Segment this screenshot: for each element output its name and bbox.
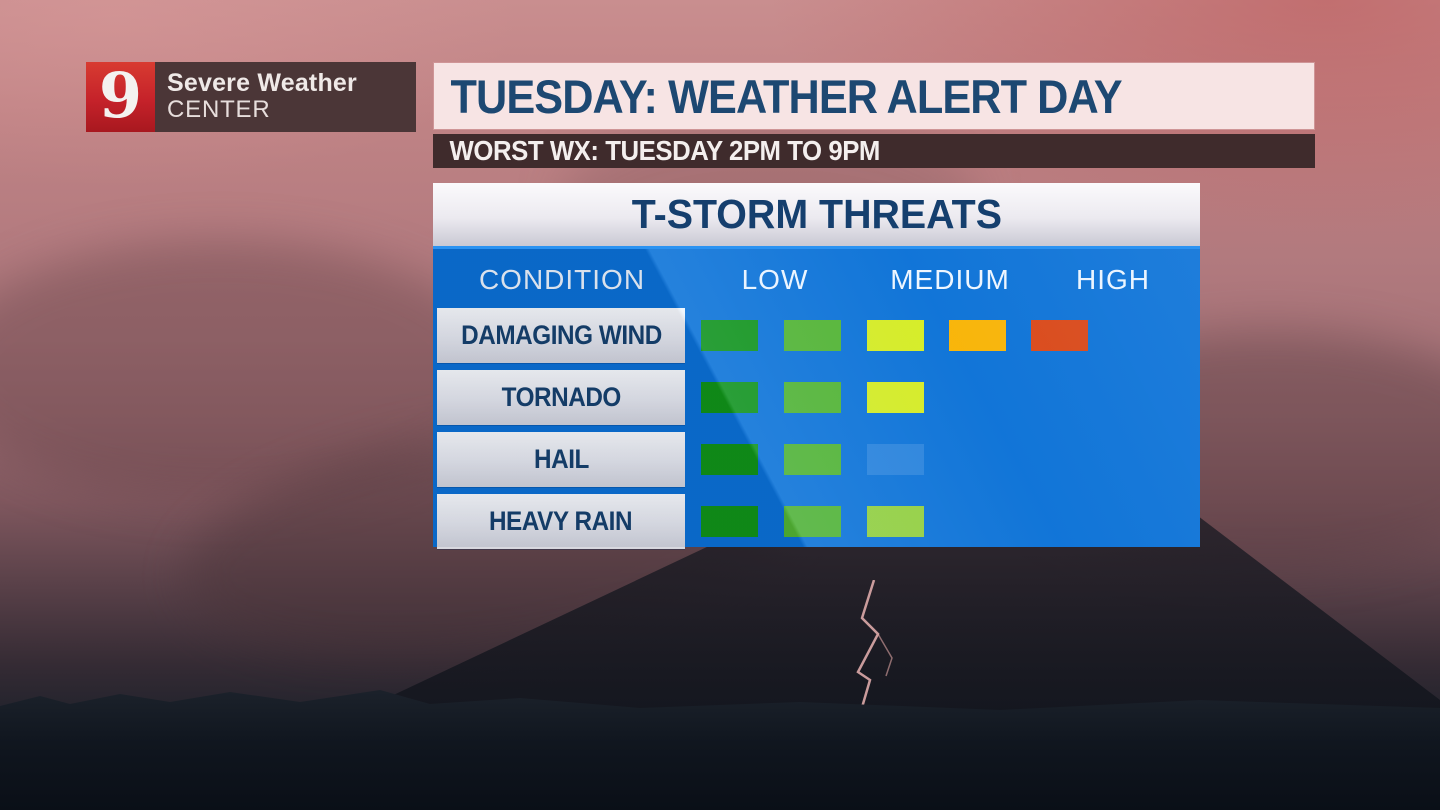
threat-level-block [867, 382, 924, 413]
threat-level-block [701, 506, 758, 537]
threat-level-block [867, 320, 924, 351]
cloud-shape [0, 240, 500, 500]
threat-level-block [784, 320, 841, 351]
column-header-condition: CONDITION [478, 264, 646, 295]
treeline-silhouette [0, 690, 1440, 810]
threat-row-label-text: DAMAGING WIND [460, 320, 662, 350]
threat-level-block [784, 506, 841, 537]
station-logo: 9 Severe Weather CENTER [86, 62, 416, 132]
threat-level-block [701, 382, 758, 413]
channel-9-mark: 9 [86, 62, 155, 132]
threat-level-block [949, 320, 1006, 351]
headline-banner: TUESDAY: WEATHER ALERT DAY [433, 62, 1315, 130]
subheadline-bar: WORST WX: TUESDAY 2PM TO 9PM [433, 134, 1315, 168]
threat-row-label-text: HEAVY RAIN [489, 506, 633, 536]
threat-level-block [784, 382, 841, 413]
threat-row-label: HAIL [437, 432, 685, 487]
threat-row: DAMAGING WIND [433, 308, 1200, 363]
threat-level-block [701, 444, 758, 475]
threat-row-label: DAMAGING WIND [437, 308, 685, 363]
logo-line1: Severe Weather [167, 69, 357, 97]
threat-level-block [1031, 320, 1088, 351]
lightning-bolt [854, 580, 893, 729]
table-title: T-STORM THREATS [631, 191, 1002, 237]
headline-text: TUESDAY: WEATHER ALERT DAY [450, 69, 1123, 123]
logo-text-box: Severe Weather CENTER [155, 62, 416, 132]
threat-row-label: TORNADO [437, 370, 685, 425]
column-header-high: HIGH [1076, 264, 1150, 295]
threat-row: TORNADO [433, 370, 1200, 425]
threat-level-block [867, 506, 924, 537]
threat-row-label: HEAVY RAIN [437, 494, 685, 549]
threat-row: HEAVY RAIN [433, 494, 1200, 549]
threat-row-label-text: HAIL [533, 444, 589, 474]
table-title-bar: T-STORM THREATS [433, 183, 1200, 246]
table-body: CONDITION LOW MEDIUM HIGH DAMAGING WIND T… [433, 246, 1200, 549]
threat-level-block [784, 444, 841, 475]
threat-table-panel: T-STORM THREATS CONDITION LOW MEDIUM HIG… [433, 183, 1200, 549]
column-header-medium: MEDIUM [890, 264, 1010, 295]
threat-row-label-text: TORNADO [501, 382, 621, 412]
threat-level-block-ghost [867, 444, 924, 475]
column-header-low: LOW [741, 264, 809, 295]
threat-level-block [701, 320, 758, 351]
threat-row: HAIL [433, 432, 1200, 487]
subheadline-text: WORST WX: TUESDAY 2PM TO 9PM [449, 135, 881, 166]
logo-line2: CENTER [167, 96, 271, 123]
